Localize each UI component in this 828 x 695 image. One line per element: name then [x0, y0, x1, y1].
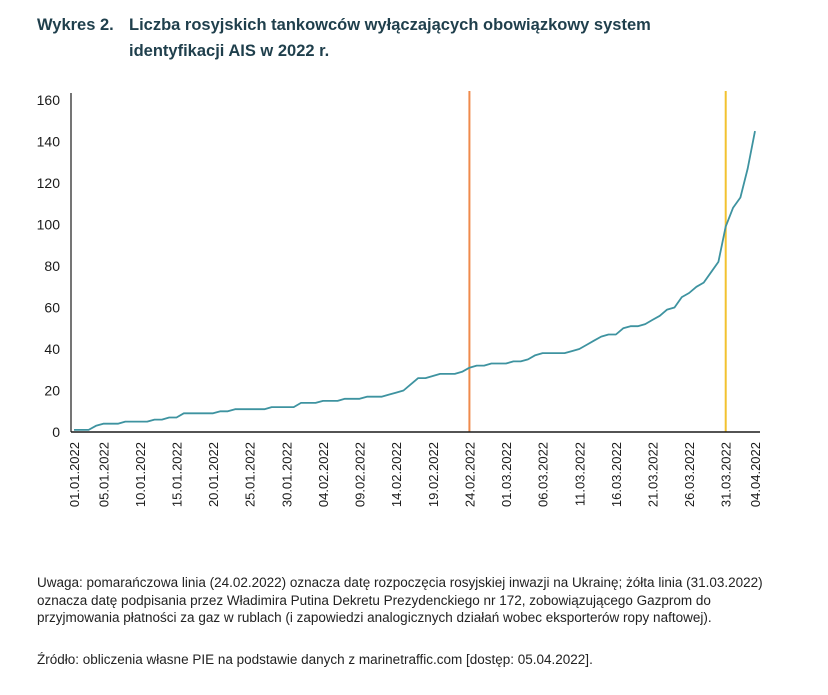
x-tick-label: 24.02.2022 — [462, 442, 477, 507]
y-tick-label: 100 — [37, 217, 61, 233]
x-tick-label: 06.03.2022 — [536, 442, 551, 507]
x-tick-label: 19.02.2022 — [426, 442, 441, 507]
x-tick-label: 31.03.2022 — [719, 442, 734, 507]
x-tick-label: 14.02.2022 — [389, 442, 404, 507]
figure-label: Wykres 2. — [37, 16, 114, 34]
x-tick-label: 09.02.2022 — [353, 442, 368, 507]
y-tick-label: 20 — [44, 383, 60, 399]
y-tick-label: 160 — [37, 92, 61, 108]
y-tick-label: 140 — [37, 134, 61, 150]
x-tick-label: 20.01.2022 — [206, 442, 221, 507]
x-tick-label: 21.03.2022 — [646, 442, 661, 507]
x-tick-label: 25.01.2022 — [243, 442, 258, 507]
x-tick-label: 26.03.2022 — [682, 442, 697, 507]
y-tick-label: 120 — [37, 175, 61, 191]
x-tick-label: 16.03.2022 — [609, 442, 624, 507]
series-line — [74, 130, 756, 431]
x-tick-label: 05.01.2022 — [96, 442, 111, 507]
figure-title-text: Liczba rosyjskich tankowców wyłączającyc… — [129, 16, 651, 60]
chart-note: Uwaga: pomarańczowa linia (24.02.2022) o… — [37, 575, 763, 625]
y-tick-label: 40 — [44, 341, 60, 357]
y-tick-label: 80 — [44, 258, 60, 274]
x-tick-label: 04.02.2022 — [316, 442, 331, 507]
x-tick-label: 01.03.2022 — [499, 442, 514, 507]
x-tick-label: 04.04.2022 — [748, 442, 763, 507]
y-tick-label: 60 — [44, 300, 60, 316]
x-tick-label: 01.01.2022 — [67, 442, 82, 507]
x-tick-label: 10.01.2022 — [133, 442, 148, 507]
x-tick-label: 30.01.2022 — [279, 442, 294, 507]
x-tick-label: 15.01.2022 — [170, 442, 185, 507]
chart-source: Źródło: obliczenia własne PIE na podstaw… — [37, 652, 593, 667]
x-tick-label: 11.03.2022 — [572, 442, 587, 506]
line-chart: 0 20 40 60 80 100 120 140 160 01.01.2022 05.01.202… — [37, 91, 763, 507]
y-tick-label: 0 — [52, 424, 60, 440]
